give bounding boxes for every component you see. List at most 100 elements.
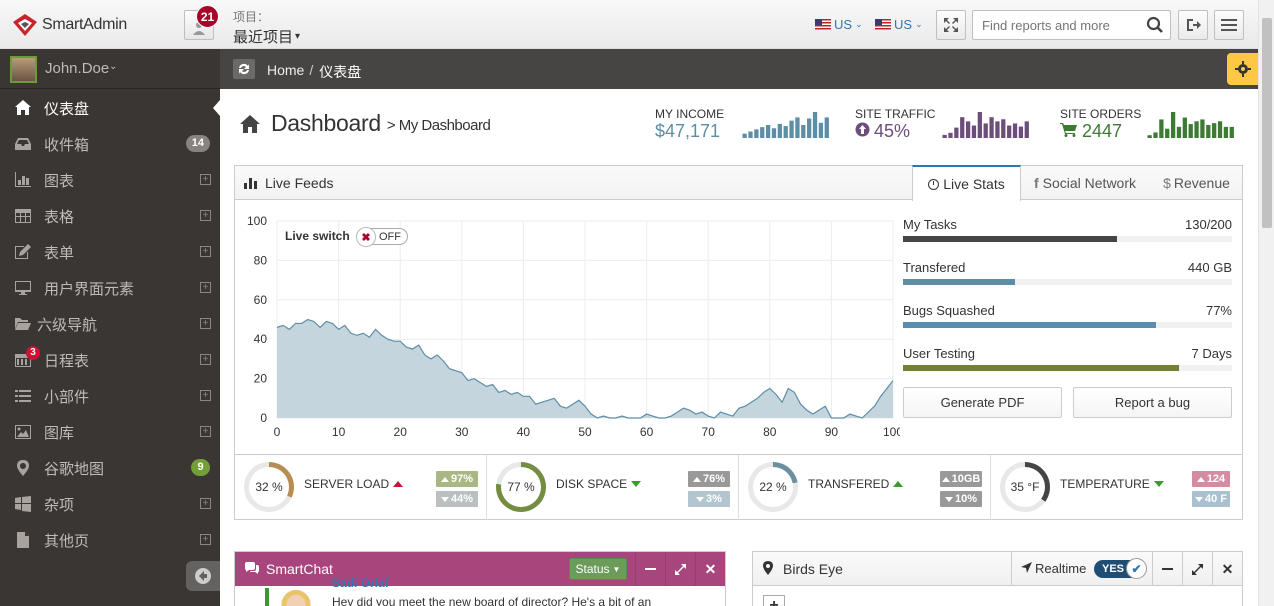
zoom-in-button[interactable]: + — [763, 595, 785, 606]
refresh-button[interactable] — [233, 59, 255, 79]
expand-icon — [1192, 563, 1203, 575]
sidebar-item[interactable]: 小部件 + — [0, 378, 220, 414]
caret-up-icon — [440, 476, 449, 482]
live-switch-toggle[interactable]: OFF ✖ — [356, 227, 408, 247]
expand-icon[interactable]: + — [200, 246, 211, 257]
caret-up-icon — [692, 476, 701, 482]
fullscreen-button[interactable] — [665, 552, 695, 586]
status-dropdown[interactable]: Status ▼ — [569, 558, 627, 580]
sidebar-item[interactable]: 六级导航 + — [0, 306, 220, 342]
stat-value: 440 GB — [1187, 260, 1232, 275]
menu-toggle-button[interactable] — [1214, 10, 1244, 40]
inbox-icon — [13, 135, 33, 153]
sidebar-item[interactable]: 日程表 3 + — [0, 342, 220, 378]
sidebar-item[interactable]: 收件箱 14 — [0, 126, 220, 162]
x-tick-label: 10 — [332, 425, 346, 439]
stat-label: SITE TRAFFIC — [855, 107, 936, 121]
collapse-sidebar-button[interactable] — [186, 561, 220, 591]
expand-icon[interactable]: + — [200, 210, 211, 221]
sidebar-item-label: 仪表盘 — [44, 100, 90, 118]
plus-icon: + — [769, 597, 779, 606]
expand-icon[interactable]: + — [200, 354, 211, 365]
sidebar-item-badge: 9 — [191, 459, 210, 476]
avatar — [10, 56, 37, 83]
breadcrumb-separator: / — [309, 62, 314, 78]
settings-button[interactable] — [1227, 53, 1258, 85]
page-title: Dashboard — [271, 110, 381, 136]
expand-icon[interactable]: + — [200, 390, 211, 401]
realtime-toggle[interactable]: YES ✔ — [1094, 558, 1147, 579]
language-selector-1[interactable]: US ⌄ — [815, 17, 863, 32]
sparkline-bar — [812, 112, 818, 138]
percent-ring: 22 % — [748, 462, 798, 512]
page-scrollbar[interactable] — [1258, 0, 1274, 606]
fullscreen-button[interactable] — [936, 10, 966, 40]
chevron-down-icon: ⌄ — [915, 19, 923, 29]
tab-social-network[interactable]: f Social Network — [1021, 166, 1149, 200]
chat-author[interactable]: Sadi Orlaf — [332, 576, 389, 590]
sparkline-bar — [1165, 128, 1170, 138]
sidebar-item[interactable]: 表格 + — [0, 198, 220, 234]
sparkline-bar — [824, 117, 829, 138]
breadcrumb-home[interactable]: Home — [267, 62, 305, 78]
kpi-badge-value: 124 — [1206, 473, 1226, 485]
page-subtitle: > My Dashboard — [386, 117, 491, 134]
sidebar-item-label: 日程表 — [44, 352, 90, 370]
project-selector[interactable]: 最近项目 ▾ — [233, 26, 300, 47]
close-button[interactable]: ✕ — [695, 552, 725, 586]
minus-icon — [1161, 568, 1173, 570]
minus-icon — [645, 568, 656, 570]
kpi-label: DISK SPACE — [556, 477, 628, 491]
sidebar-item[interactable]: 用户界面元素 + — [0, 270, 220, 306]
sidebar-item[interactable]: 谷歌地图 9 — [0, 450, 220, 486]
sidebar-item[interactable]: 图库 + — [0, 414, 220, 450]
report-bug-button[interactable]: Report a bug — [1073, 387, 1232, 418]
expand-icon[interactable]: + — [200, 174, 211, 185]
expand-icon[interactable]: + — [200, 498, 211, 509]
area-fill — [277, 319, 893, 418]
tab-revenue[interactable]: $ Revenue — [1149, 166, 1244, 200]
stat-value: 77% — [1205, 303, 1232, 318]
expand-icon[interactable]: + — [200, 318, 211, 329]
sidebar-item[interactable]: 杂项 + — [0, 486, 220, 522]
notifications-button[interactable]: 21 — [184, 5, 219, 40]
user-info[interactable]: John.Doe ⌄ — [0, 49, 220, 89]
close-button[interactable]: ✕ — [1212, 552, 1242, 586]
sidebar-item-label: 六级导航 — [37, 316, 98, 334]
close-icon: ✖ — [356, 227, 376, 247]
bar-chart-icon — [13, 171, 33, 189]
kpi-badge: 44% — [436, 491, 478, 507]
kpi-badge-value: 76% — [702, 473, 726, 485]
expand-icon[interactable]: + — [200, 426, 211, 437]
status-label: Status — [575, 562, 610, 576]
sidebar-item[interactable]: 表单 + — [0, 234, 220, 270]
bar-chart-icon — [244, 178, 257, 189]
search-icon[interactable] — [1146, 16, 1164, 34]
folder-open-icon — [13, 315, 33, 333]
sidebar-item[interactable]: 其他页 + — [0, 522, 220, 558]
logo[interactable]: SmartAdmin — [12, 13, 192, 37]
sidebar-item[interactable]: 仪表盘 — [0, 90, 220, 126]
stat-value: 7 Days — [1191, 346, 1232, 361]
active-pointer — [213, 100, 220, 116]
generate-pdf-button[interactable]: Generate PDF — [903, 387, 1062, 418]
minimize-button[interactable] — [1152, 552, 1182, 586]
x-tick-label: 50 — [578, 425, 592, 439]
language-selector-2[interactable]: US ⌄ — [875, 17, 923, 32]
widget-title: SmartChat — [266, 561, 333, 577]
kpi-badge-value: 44% — [450, 493, 474, 505]
x-tick-label: 80 — [763, 425, 777, 439]
sparkline-bar — [1153, 132, 1158, 138]
search-input[interactable] — [973, 11, 1138, 39]
notifications-badge: 21 — [196, 5, 219, 28]
sparkline-bar — [789, 120, 794, 138]
logout-button[interactable] — [1178, 10, 1208, 40]
minimize-button[interactable] — [635, 552, 665, 586]
expand-icon[interactable]: + — [200, 282, 211, 293]
ribbon: Home / 仪表盘 — [220, 49, 1258, 89]
sidebar-item[interactable]: 图表 + — [0, 162, 220, 198]
fullscreen-button[interactable] — [1182, 552, 1212, 586]
tab-live-stats[interactable]: Live Stats — [912, 165, 1021, 201]
scrollbar-thumb[interactable] — [1262, 18, 1272, 228]
expand-icon[interactable]: + — [200, 534, 211, 545]
